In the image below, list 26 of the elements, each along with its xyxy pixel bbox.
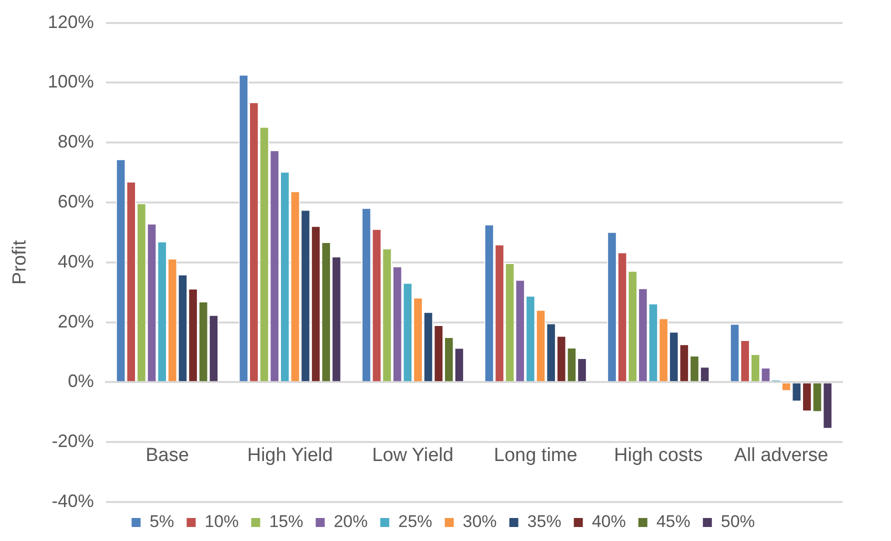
legend-label: 35%: [527, 512, 562, 532]
y-tick-label: 0%: [68, 371, 94, 392]
x-tick-label: All adverse: [734, 444, 828, 466]
y-tick-label: 120%: [48, 12, 94, 32]
y-tick-label: -40%: [52, 490, 94, 511]
y-tick-label: 80%: [58, 132, 94, 152]
y-tick-label: 40%: [58, 251, 94, 272]
y-axis-title: Profit: [10, 240, 31, 285]
legend-label: 40%: [592, 512, 626, 532]
legend-label: 5%: [150, 512, 174, 532]
x-tick-label: Base: [146, 444, 189, 466]
y-tick-label: 100%: [48, 72, 94, 92]
legend-label: 45%: [656, 512, 690, 532]
legend-label: 30%: [462, 512, 497, 532]
legend-label: 20%: [334, 512, 368, 532]
legend-label: 10%: [204, 512, 239, 532]
y-tick-label: -20%: [52, 431, 94, 452]
x-tick-label: Long time: [494, 444, 578, 466]
x-tick-label: High Yield: [247, 444, 333, 466]
x-tick-label: High costs: [614, 444, 703, 466]
x-tick-label: Low Yield: [372, 444, 454, 466]
legend-label: 15%: [269, 512, 304, 532]
y-tick-label: 60%: [58, 191, 94, 212]
legend-label: 50%: [720, 512, 755, 532]
y-tick-label: 20%: [58, 311, 94, 332]
legend-label: 25%: [398, 512, 432, 532]
